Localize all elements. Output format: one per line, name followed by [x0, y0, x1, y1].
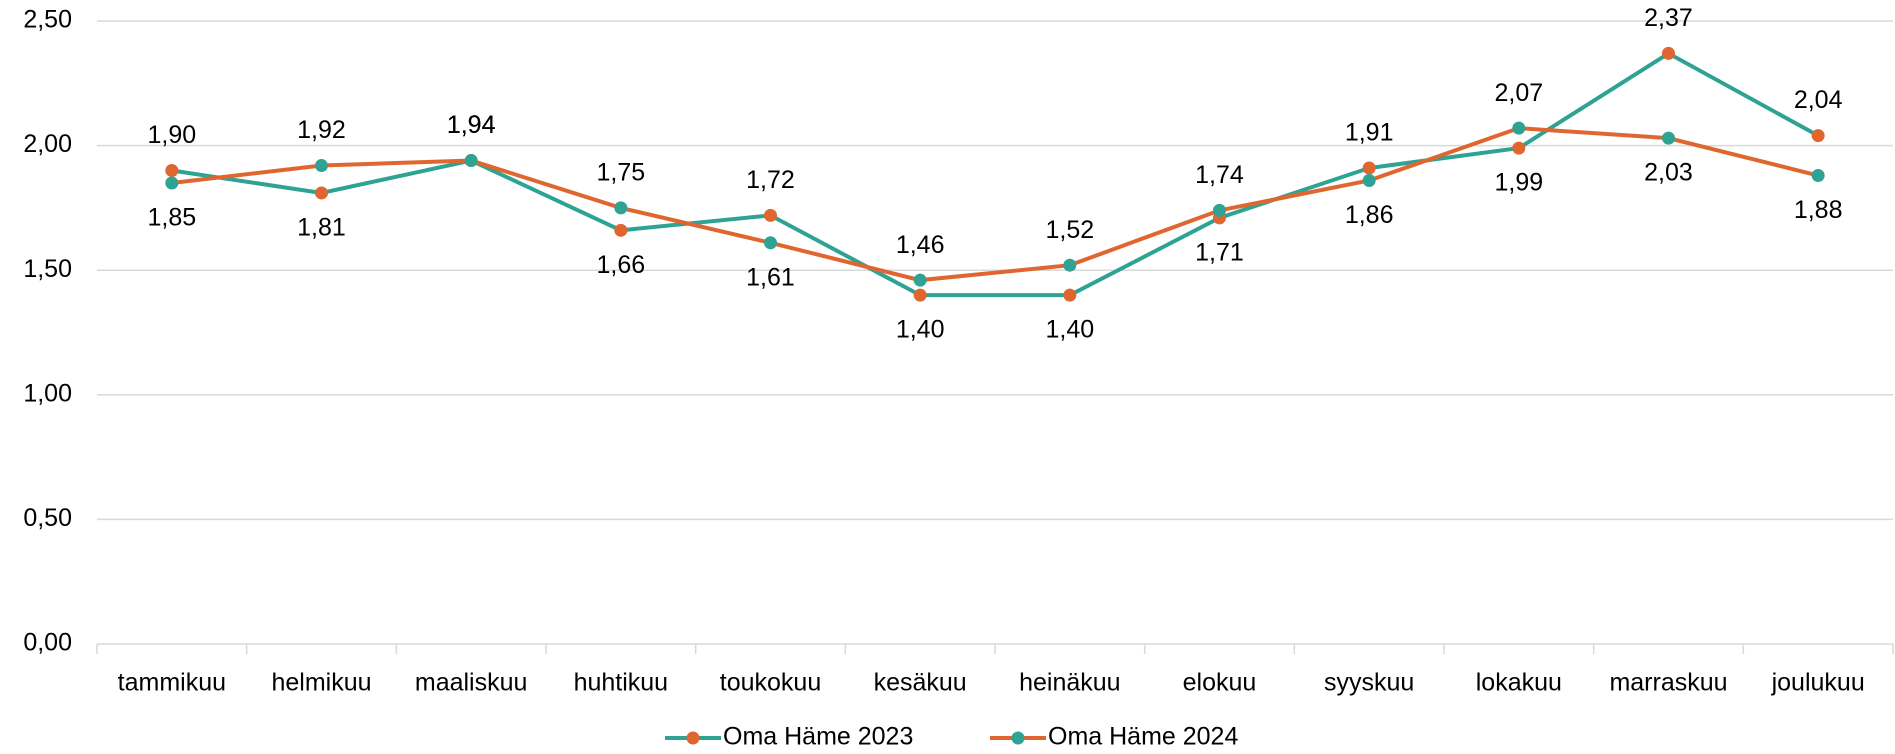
- data-label: 1,52: [1045, 216, 1094, 244]
- data-label: 1,40: [896, 316, 945, 344]
- data-point: [165, 164, 179, 178]
- data-label: 1,61: [746, 263, 795, 291]
- data-label: 1,40: [1045, 316, 1094, 344]
- data-label: 1,85: [147, 204, 196, 232]
- data-label: 1,66: [596, 251, 645, 279]
- x-tick-label: marraskuu: [1609, 669, 1727, 697]
- data-label: 1,71: [1195, 238, 1244, 266]
- x-tick-label: heinäkuu: [1019, 669, 1120, 697]
- x-tick-label: toukokuu: [720, 669, 821, 697]
- data-point: [1063, 288, 1077, 302]
- data-label: 2,37: [1644, 4, 1693, 32]
- data-point: [1512, 141, 1526, 155]
- y-tick-label: 2,00: [23, 130, 72, 158]
- data-point: [913, 288, 927, 302]
- data-label: 1,94: [447, 111, 496, 139]
- data-label: 1,94: [447, 111, 496, 139]
- series-line: [171, 51, 1820, 298]
- legend-label: Oma Häme 2023: [723, 723, 913, 751]
- data-label: 2,07: [1494, 79, 1543, 107]
- data-point: [1362, 161, 1376, 175]
- data-point: [165, 176, 179, 190]
- data-point: [614, 201, 628, 215]
- data-label: 1,75: [596, 159, 645, 187]
- x-tick-label: tammikuu: [118, 669, 226, 697]
- data-point: [464, 154, 478, 168]
- data-label: 1,74: [1195, 161, 1244, 189]
- legend-label: Oma Häme 2024: [1048, 723, 1238, 751]
- y-tick-label: 0,00: [23, 629, 72, 657]
- data-point: [1063, 258, 1077, 272]
- data-label: 1,88: [1794, 196, 1843, 224]
- x-tick-label: huhtikuu: [574, 669, 669, 697]
- data-point: [764, 236, 777, 250]
- data-point: [913, 273, 927, 287]
- y-tick-label: 1,00: [23, 379, 72, 407]
- data-label: 1,72: [746, 166, 795, 194]
- x-tick-label: helmikuu: [271, 669, 371, 697]
- y-tick-label: 0,50: [23, 504, 72, 532]
- data-point: [1811, 129, 1825, 143]
- legend-marker: [1011, 731, 1025, 745]
- x-tick-label: maaliskuu: [415, 669, 528, 697]
- x-tick-label: kesäkuu: [874, 669, 967, 697]
- data-point: [614, 223, 628, 237]
- x-tick-label: joulukuu: [1771, 669, 1865, 697]
- data-label: 1,91: [1345, 119, 1394, 147]
- x-tick-label: elokuu: [1183, 669, 1257, 697]
- data-label: 1,99: [1494, 169, 1543, 197]
- data-label: 1,92: [297, 116, 346, 144]
- data-point: [315, 159, 328, 173]
- data-label: 2,03: [1644, 159, 1693, 187]
- y-tick-label: 1,50: [23, 255, 72, 283]
- series-line: [171, 126, 1819, 283]
- data-point: [315, 186, 328, 200]
- data-point: [1213, 203, 1226, 217]
- data-label: 2,04: [1794, 86, 1843, 114]
- legend-marker: [686, 731, 700, 745]
- data-point: [1811, 169, 1825, 183]
- y-tick-label: 2,50: [23, 6, 72, 34]
- data-label: 1,86: [1345, 201, 1394, 229]
- data-point: [1362, 173, 1376, 187]
- x-tick-label: lokakuu: [1476, 669, 1562, 697]
- data-point: [1662, 131, 1675, 145]
- data-point: [764, 208, 777, 222]
- data-point: [1512, 121, 1526, 135]
- data-point: [1662, 46, 1675, 60]
- data-label: 1,90: [147, 121, 196, 149]
- data-label: 1,46: [896, 231, 945, 259]
- data-label: 1,81: [297, 214, 346, 242]
- x-tick-label: syyskuu: [1324, 669, 1414, 697]
